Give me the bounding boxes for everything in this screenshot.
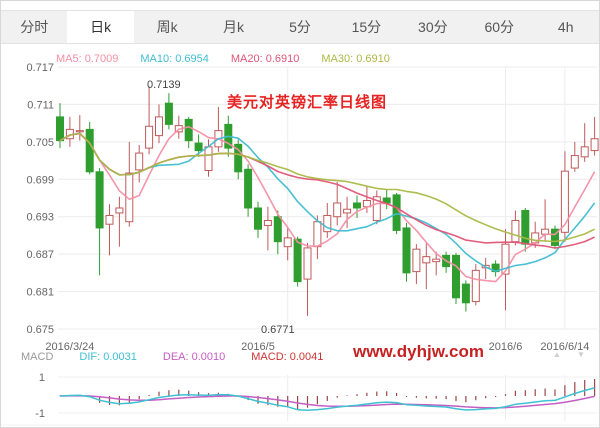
- tab-minute[interactable]: 分时: [20, 19, 49, 35]
- x-axis-tick: 2016/6/14: [540, 341, 589, 353]
- chart-area: 0.717 0.711 0.705 0.699 0.693 0.687 0.681 0.675…: [1, 45, 599, 427]
- y-axis-tick: 0.705: [26, 137, 54, 149]
- macd-macd-label: MACD: 0.0041: [251, 351, 324, 363]
- y-axis-tick: 0.699: [26, 174, 54, 186]
- low-price-annotation: 0.6771: [261, 324, 295, 336]
- ma5-line: [59, 126, 596, 283]
- y-axis-tick: 0.717: [26, 62, 54, 74]
- macd-indicator-row: MACD DIF: 0.0031 DEA: 0.0010 MACD: 0.0041: [21, 351, 323, 363]
- x-axis-tick: 2016/3/24: [45, 341, 94, 353]
- x-axis-tick: 2016/5: [241, 341, 275, 353]
- y-axis-tick: 0.693: [26, 212, 54, 224]
- y-axis-tick: 0.681: [26, 287, 54, 299]
- macd-y-tick: -1: [35, 408, 45, 420]
- y-axis-tick: 0.687: [26, 249, 54, 261]
- period-tabbar: 分时 日k 周k 月k 5分 15分 30分 60分 4h: [1, 10, 599, 44]
- watermark-text: www.dyhjw.com: [353, 342, 484, 361]
- ma-indicator-row: MA5: 0.7009 MA10: 0.6954 MA20: 0.6910 MA30:…: [56, 53, 390, 65]
- up-arrow-icon: ▲: [553, 350, 561, 359]
- ma30-label: MA30: 0.6910: [321, 53, 390, 65]
- tab-5min[interactable]: 5分: [289, 19, 311, 35]
- high-price-annotation: 0.7139: [147, 79, 181, 91]
- tab-60min[interactable]: 60分: [484, 19, 515, 35]
- candlestick-series: [56, 86, 599, 316]
- x-axis-tick: 2016/6: [489, 341, 523, 353]
- tab-month-k[interactable]: 月k: [223, 19, 245, 35]
- tab-day-k[interactable]: 日k: [67, 11, 134, 43]
- candlestick-chart: 0.717 0.711 0.705 0.699 0.693 0.687 0.681 0.675…: [1, 62, 599, 426]
- macd-y-tick: 1: [39, 372, 45, 384]
- ma5-label: MA5: 0.7009: [56, 53, 119, 65]
- down-arrow-icon: ▼: [577, 350, 585, 359]
- chart-title: 美元对英镑汇率日线图: [227, 94, 388, 111]
- tab-4h[interactable]: 4h: [557, 19, 574, 35]
- macd-title: MACD: [21, 351, 54, 363]
- tab-week-k[interactable]: 周k: [156, 19, 178, 35]
- ma10-label: MA10: 0.6954: [140, 53, 209, 65]
- tab-15min[interactable]: 15分: [351, 19, 382, 35]
- macd-dea-label: DEA: 0.0010: [162, 351, 226, 363]
- y-axis-tick: 0.675: [26, 324, 54, 336]
- ma20-label: MA20: 0.6910: [230, 53, 300, 65]
- tab-30min[interactable]: 30分: [418, 19, 448, 35]
- dif-line: [59, 387, 595, 412]
- macd-dif-label: DIF: 0.0031: [79, 351, 137, 363]
- y-axis-tick: 0.711: [27, 99, 54, 111]
- ma30-line: [59, 132, 595, 243]
